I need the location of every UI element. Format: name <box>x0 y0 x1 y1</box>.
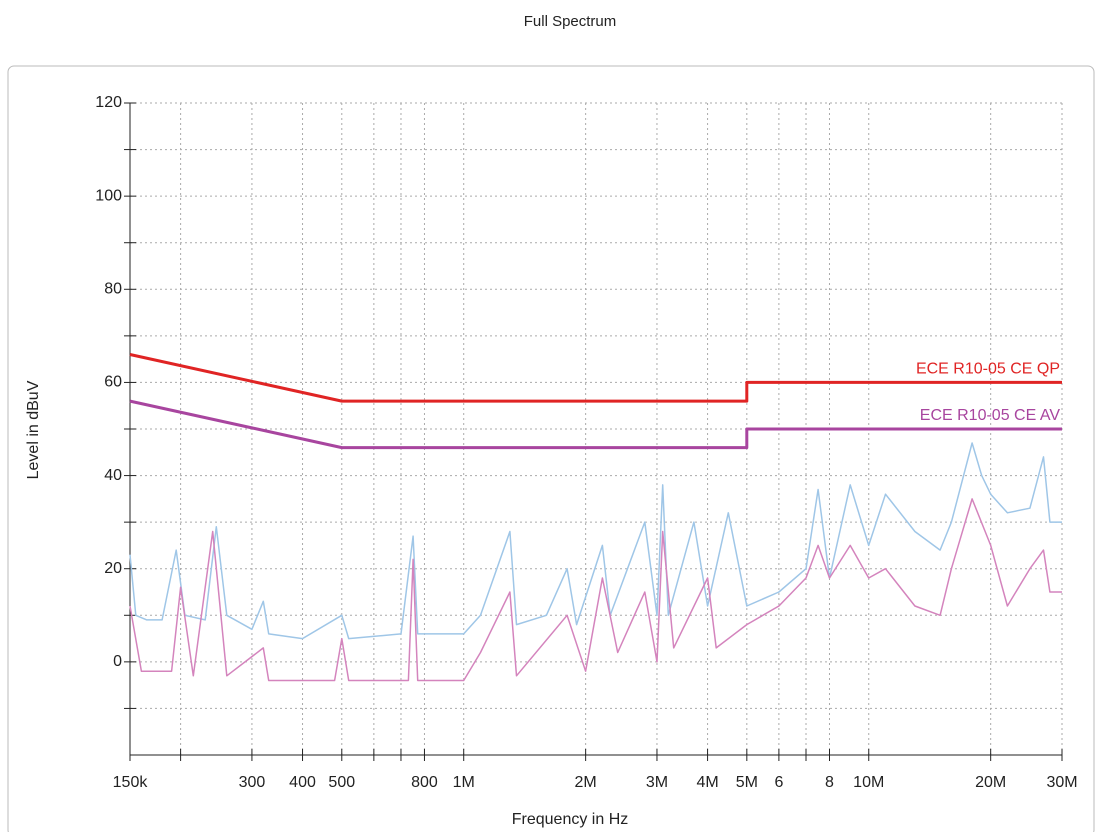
x-tick-label: 30M <box>1046 774 1077 791</box>
x-tick-label: 3M <box>646 774 668 791</box>
series-line <box>129 498 1062 682</box>
x-tick-label: 2M <box>575 774 597 791</box>
y-tick-label: 80 <box>104 281 122 298</box>
series-label: ECE R10-05 CE AV <box>920 407 1061 424</box>
x-axis-label: Frequency in Hz <box>512 811 629 828</box>
x-tick-label: 500 <box>328 774 355 791</box>
series-label: ECE R10-05 CE QP <box>916 361 1060 378</box>
series-line <box>129 353 1062 403</box>
x-tick-label: 4M <box>696 774 718 791</box>
chart-title: Full Spectrum <box>524 13 617 30</box>
y-tick-label: 60 <box>104 374 122 391</box>
x-tick-label: 1M <box>453 774 475 791</box>
x-tick-label: 20M <box>975 774 1006 791</box>
series-line <box>129 399 1062 450</box>
x-tick-label: 400 <box>289 774 316 791</box>
x-tick-label: 8 <box>825 774 834 791</box>
x-tick-label: 6 <box>774 774 783 791</box>
x-tick-label: 300 <box>239 774 266 791</box>
y-tick-label: 0 <box>113 653 122 670</box>
x-tick-label: 10M <box>853 774 884 791</box>
x-tick-label: 800 <box>411 774 438 791</box>
y-tick-label: 20 <box>104 560 122 577</box>
y-tick-label: 100 <box>95 187 122 204</box>
x-tick-label: 150k <box>113 774 149 791</box>
y-axis-label: Level in dBuV <box>25 380 42 479</box>
y-tick-label: 40 <box>104 467 122 484</box>
x-tick-label: 5M <box>736 774 758 791</box>
y-tick-label: 120 <box>95 94 122 111</box>
